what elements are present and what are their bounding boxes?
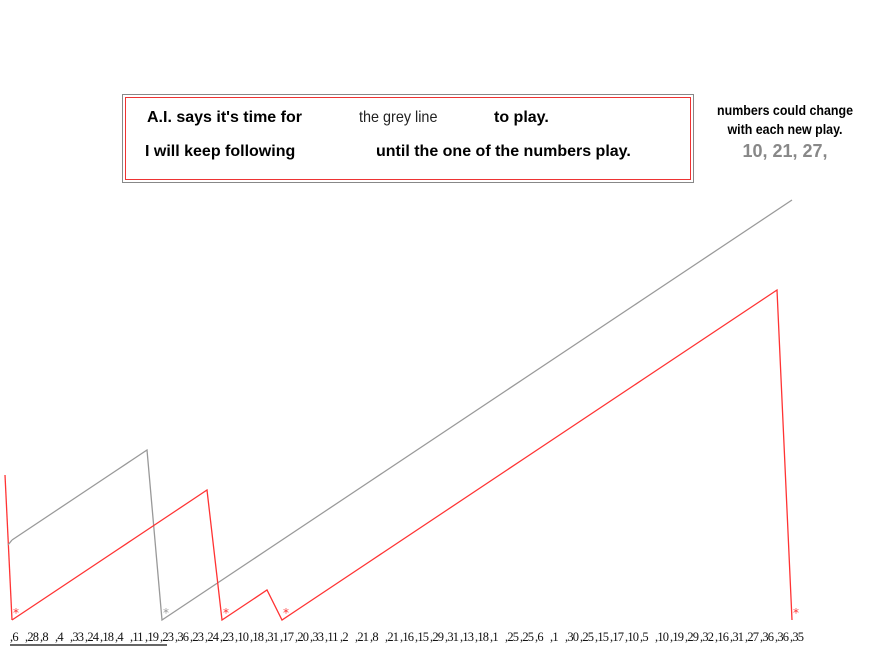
number-label: ,31 xyxy=(445,630,459,644)
number-label: ,1 xyxy=(490,630,498,644)
message-grey-line-label: the grey line xyxy=(359,109,438,126)
number-label: ,24 xyxy=(205,630,220,644)
red-reset-marker: * xyxy=(283,606,289,620)
number-label: ,19 xyxy=(670,630,684,644)
number-label: ,16 xyxy=(715,630,729,644)
number-label: ,25 xyxy=(520,630,534,644)
number-label: ,31 xyxy=(730,630,744,644)
number-label: ,15 xyxy=(595,630,609,644)
grey-reset-marker: * xyxy=(163,606,169,620)
number-label: ,23 xyxy=(220,630,234,644)
number-label: ,2 xyxy=(340,630,348,644)
number-label: ,21 xyxy=(355,630,369,644)
number-label: ,30 xyxy=(565,630,579,644)
number-label: ,24 xyxy=(85,630,100,644)
number-label: ,36 xyxy=(175,630,189,644)
red-series-lead xyxy=(4,474,13,621)
message-line2-end: until the one of the numbers play. xyxy=(376,143,631,160)
number-label: ,17 xyxy=(280,630,294,644)
number-label: ,11 xyxy=(325,630,338,644)
message-line1-end: to play. xyxy=(494,109,549,126)
note-text: numbers could change with each new play. xyxy=(717,103,853,137)
number-label: ,4 xyxy=(55,630,64,644)
number-label: ,4 xyxy=(115,630,124,644)
number-label: ,18 xyxy=(475,630,489,644)
message-box xyxy=(122,94,694,183)
number-label: ,15 xyxy=(415,630,429,644)
number-label: ,25 xyxy=(580,630,594,644)
red-series-line xyxy=(11,288,793,622)
red-reset-marker: * xyxy=(223,606,229,620)
number-label: ,18 xyxy=(100,630,114,644)
number-label: ,28 xyxy=(25,630,39,644)
number-label: ,33 xyxy=(70,630,84,644)
number-label: ,10 xyxy=(235,630,249,644)
number-label: ,19 xyxy=(145,630,159,644)
number-label: ,36 xyxy=(775,630,789,644)
grey-series-lead xyxy=(7,539,13,546)
number-label: ,27 xyxy=(745,630,759,644)
number-label: ,17 xyxy=(610,630,624,644)
number-label: ,23 xyxy=(190,630,204,644)
number-label: ,13 xyxy=(460,630,474,644)
number-label: ,31 xyxy=(265,630,279,644)
grey-series-line xyxy=(11,199,793,622)
red-reset-marker: * xyxy=(13,606,19,620)
number-label: ,35 xyxy=(790,630,804,644)
number-label: ,23 xyxy=(160,630,174,644)
number-label: ,6 xyxy=(10,630,18,644)
number-label: ,1 xyxy=(550,630,558,644)
red-reset-marker: * xyxy=(793,606,799,620)
number-label: ,25 xyxy=(505,630,519,644)
number-label: ,36 xyxy=(760,630,774,644)
number-label: ,32 xyxy=(700,630,714,644)
message-line2-start: I will keep following xyxy=(145,143,296,160)
number-label: ,8 xyxy=(40,630,48,644)
number-label: ,16 xyxy=(400,630,414,644)
number-label: ,33 xyxy=(310,630,324,644)
number-label: ,6 xyxy=(535,630,543,644)
note-numbers: 10, 21, 27, xyxy=(742,141,828,161)
number-label: ,20 xyxy=(295,630,309,644)
number-label: ,11 xyxy=(130,630,143,644)
message-line1-start: A.I. says it's time for xyxy=(147,109,302,126)
number-label: ,10 xyxy=(625,630,639,644)
number-label: ,29 xyxy=(430,630,444,644)
number-label: ,21 xyxy=(385,630,399,644)
number-label: ,10 xyxy=(655,630,669,644)
number-label: ,5 xyxy=(640,630,648,644)
number-label: ,18 xyxy=(250,630,264,644)
number-label: ,29 xyxy=(685,630,699,644)
number-label: ,8 xyxy=(370,630,378,644)
